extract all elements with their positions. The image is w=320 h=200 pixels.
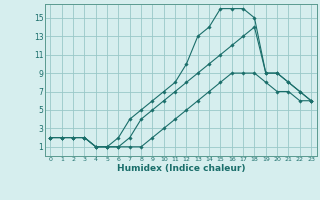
X-axis label: Humidex (Indice chaleur): Humidex (Indice chaleur)	[116, 164, 245, 173]
